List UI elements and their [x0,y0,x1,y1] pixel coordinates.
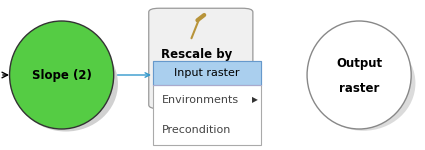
Text: Output: Output [336,57,382,69]
Text: Precondition: Precondition [162,125,231,135]
Text: ▶: ▶ [252,95,258,104]
Text: Input raster: Input raster [174,68,240,78]
Text: Rescale by: Rescale by [161,48,232,61]
FancyBboxPatch shape [149,8,253,109]
Ellipse shape [9,21,113,129]
FancyBboxPatch shape [153,61,261,85]
Text: Environments: Environments [162,95,238,105]
FancyBboxPatch shape [153,61,261,145]
Text: raster: raster [339,82,379,95]
Ellipse shape [307,21,411,129]
Text: Slope (2): Slope (2) [32,69,91,81]
Ellipse shape [14,36,118,132]
Ellipse shape [311,36,415,131]
